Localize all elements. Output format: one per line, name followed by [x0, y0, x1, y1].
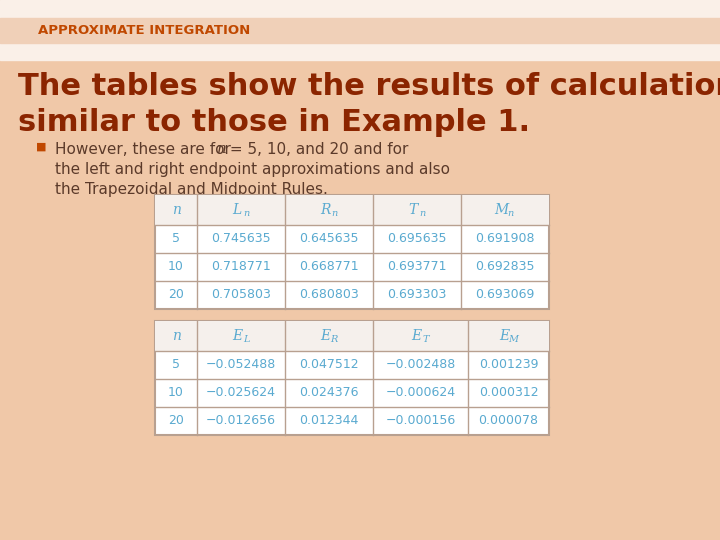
Text: 0.047512: 0.047512 — [300, 359, 359, 372]
Text: E: E — [320, 329, 330, 343]
Text: = 5, 10, and 20 and for: = 5, 10, and 20 and for — [225, 142, 408, 157]
Text: 0.693303: 0.693303 — [387, 288, 446, 301]
Text: 0.695635: 0.695635 — [387, 233, 446, 246]
Text: n: n — [171, 203, 181, 217]
Text: APPROXIMATE INTEGRATION: APPROXIMATE INTEGRATION — [38, 24, 251, 37]
Text: L: L — [243, 334, 249, 343]
Text: E: E — [500, 329, 510, 343]
Text: T: T — [408, 203, 418, 217]
Text: −0.000624: −0.000624 — [385, 387, 456, 400]
Text: the left and right endpoint approximations and also: the left and right endpoint approximatio… — [55, 162, 450, 177]
Text: 0.692835: 0.692835 — [475, 260, 535, 273]
Bar — [155, 321, 549, 351]
Text: However, these are for: However, these are for — [55, 142, 235, 157]
Text: 0.645635: 0.645635 — [300, 233, 359, 246]
Text: 0.668771: 0.668771 — [300, 260, 359, 273]
Text: 0.000078: 0.000078 — [479, 415, 539, 428]
Text: 0.012344: 0.012344 — [300, 415, 359, 428]
Text: 5: 5 — [172, 359, 180, 372]
Text: The tables show the results of calculations: The tables show the results of calculati… — [18, 72, 720, 101]
Text: E: E — [411, 329, 422, 343]
Bar — [155, 195, 549, 225]
Text: n: n — [419, 208, 425, 218]
Text: R: R — [330, 334, 338, 343]
Text: −0.012656: −0.012656 — [206, 415, 276, 428]
Text: T: T — [422, 334, 428, 343]
Text: M: M — [508, 334, 518, 343]
Text: n: n — [331, 208, 337, 218]
Text: 5: 5 — [172, 233, 180, 246]
Text: similar to those in Example 1.: similar to those in Example 1. — [18, 108, 530, 137]
Text: 0.705803: 0.705803 — [211, 288, 271, 301]
Text: 0.000312: 0.000312 — [479, 387, 539, 400]
Text: 0.693771: 0.693771 — [387, 260, 446, 273]
Text: n: n — [171, 329, 181, 343]
Text: −0.052488: −0.052488 — [206, 359, 276, 372]
Text: n: n — [217, 142, 227, 156]
Text: the Trapezoidal and Midpoint Rules.: the Trapezoidal and Midpoint Rules. — [55, 182, 328, 197]
Text: ■: ■ — [36, 142, 47, 152]
Text: 10: 10 — [168, 260, 184, 273]
Text: 0.680803: 0.680803 — [299, 288, 359, 301]
Text: 20: 20 — [168, 288, 184, 301]
Text: n: n — [507, 208, 513, 218]
Text: −0.025624: −0.025624 — [206, 387, 276, 400]
Text: −0.002488: −0.002488 — [385, 359, 456, 372]
Text: M: M — [494, 203, 508, 217]
Text: E: E — [232, 329, 242, 343]
Text: n: n — [243, 208, 249, 218]
Bar — [0, 18, 720, 43]
Bar — [155, 195, 549, 309]
Text: 0.745635: 0.745635 — [211, 233, 271, 246]
Text: −0.000156: −0.000156 — [385, 415, 456, 428]
Text: R: R — [320, 203, 330, 217]
Text: 0.693069: 0.693069 — [475, 288, 535, 301]
Text: 10: 10 — [168, 387, 184, 400]
Bar — [155, 321, 549, 435]
Bar — [0, 0, 720, 60]
Text: 0.024376: 0.024376 — [300, 387, 359, 400]
Text: 0.718771: 0.718771 — [211, 260, 271, 273]
Text: 0.691908: 0.691908 — [475, 233, 535, 246]
Text: 0.001239: 0.001239 — [479, 359, 539, 372]
Text: 20: 20 — [168, 415, 184, 428]
Text: L: L — [233, 203, 242, 217]
